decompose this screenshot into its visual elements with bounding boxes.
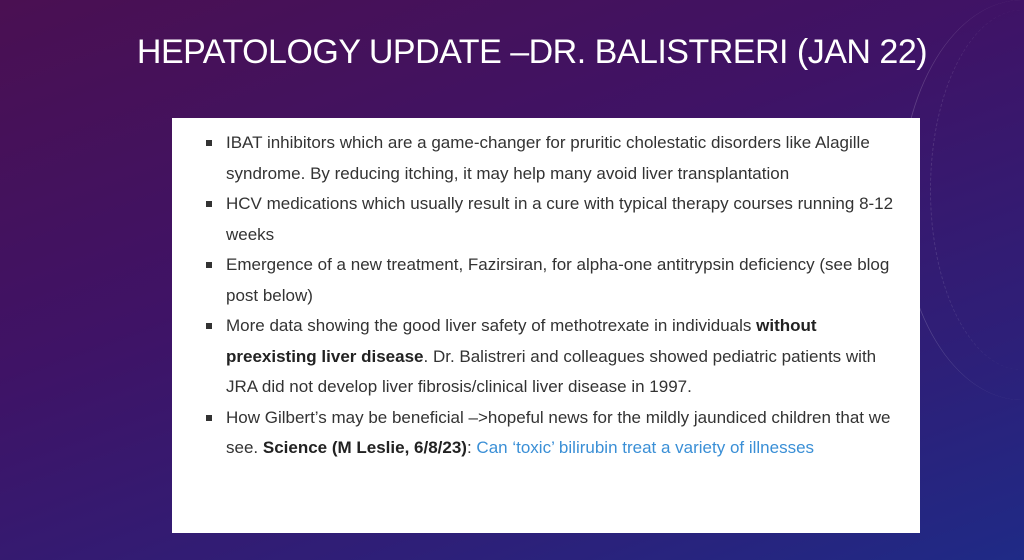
article-link[interactable]: Can ‘toxic’ bilirubin treat a variety of… [476, 438, 815, 457]
bold-emphasis: without preexisting liver disease [226, 316, 817, 366]
citation: Science (M Leslie, 6/8/23) [262, 438, 467, 457]
bullet-square-icon [206, 201, 212, 207]
bullet-square-icon [206, 414, 212, 421]
bullet-square-icon [206, 323, 212, 329]
bullet-square-icon [206, 262, 212, 268]
bullet-item: How Gilbert’s may be beneficial –>hopefu… [206, 403, 906, 464]
bullet-item: More data showing the good liver safety … [206, 311, 906, 403]
bullet-square-icon [206, 140, 212, 146]
bullet-item: HCV medications which usually result in … [206, 189, 906, 250]
content-panel: IBAT inhibitors which are a game-changer… [172, 118, 920, 533]
bullet-item: Emergence of a new treatment, Fazirsiran… [206, 250, 906, 311]
slide-title: HEPATOLOGY UPDATE –DR. BALISTRERI (JAN 2… [136, 33, 928, 71]
bullet-item: IBAT inhibitors which are a game-changer… [206, 128, 906, 189]
decorative-dial-ticks [930, 10, 1022, 370]
bullet-list: IBAT inhibitors which are a game-changer… [206, 128, 906, 464]
